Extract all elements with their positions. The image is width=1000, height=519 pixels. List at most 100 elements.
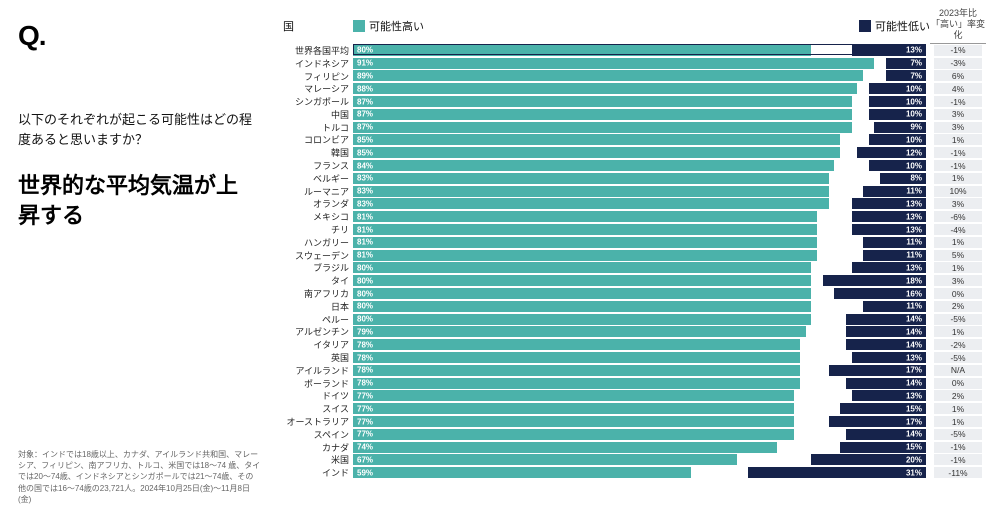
bar-track: 88%10% bbox=[353, 83, 926, 94]
bar-high: 78% bbox=[353, 365, 800, 376]
chart-row: シンガポール87%10%-1% bbox=[281, 95, 986, 108]
bar-track: 81% 13% bbox=[353, 211, 926, 222]
chart-header: 国 可能性高い 可能性低い 2023年比「高い」率変化 bbox=[281, 14, 986, 38]
bar-track: 85%12% bbox=[353, 147, 926, 158]
bar-low: 13% bbox=[852, 211, 926, 222]
legend-high-label: 可能性高い bbox=[369, 18, 424, 34]
bar-low: 7% bbox=[886, 58, 926, 69]
country-label: インドネシア bbox=[281, 57, 353, 70]
bar-high: 83% bbox=[353, 198, 829, 209]
chart-row: ベルギー 83% 8% 1% bbox=[281, 172, 986, 185]
bar-high: 81% bbox=[353, 211, 817, 222]
country-label: トルコ bbox=[281, 121, 353, 134]
bar-high-value: 59% bbox=[357, 468, 373, 477]
bar-high-value: 79% bbox=[357, 327, 373, 336]
country-label: 中国 bbox=[281, 108, 353, 121]
bar-high: 80% bbox=[353, 314, 811, 325]
bar-track: 80%13% bbox=[353, 45, 926, 56]
chart-row: 米国67%20%-1% bbox=[281, 454, 986, 467]
chart-rows: 世界各国平均80%13%-1%インドネシア91%7%-3%フィリピン89%7%6… bbox=[281, 44, 986, 479]
bar-low: 11% bbox=[863, 301, 926, 312]
change-cell: 3% bbox=[930, 109, 986, 120]
bar-high: 77% bbox=[353, 416, 794, 427]
bar-high-value: 67% bbox=[357, 455, 373, 464]
change-cell: -1% bbox=[930, 147, 986, 158]
bar-low-value: 14% bbox=[906, 327, 922, 336]
bar-low: 17% bbox=[829, 416, 926, 427]
country-label: オーストラリア bbox=[281, 415, 353, 428]
bar-low-value: 8% bbox=[910, 174, 922, 183]
bar-high: 91% bbox=[353, 58, 874, 69]
chart-row: オランダ83%13%3% bbox=[281, 198, 986, 211]
change-cell: -1% bbox=[930, 454, 986, 465]
bar-track: 87%9% bbox=[353, 122, 926, 133]
bar-high-value: 77% bbox=[357, 430, 373, 439]
country-label: アルゼンチン bbox=[281, 325, 353, 338]
change-value: 1% bbox=[934, 416, 982, 427]
change-value: -6% bbox=[934, 211, 982, 222]
bar-low: 13% bbox=[852, 224, 926, 235]
bar-high-value: 89% bbox=[357, 71, 373, 80]
country-label: アイルランド bbox=[281, 364, 353, 377]
country-label: オランダ bbox=[281, 197, 353, 210]
chart-row: コロンビア85%10%1% bbox=[281, 134, 986, 147]
bar-high-value: 81% bbox=[357, 212, 373, 221]
bar-high: 74% bbox=[353, 442, 777, 453]
change-cell: 1% bbox=[930, 237, 986, 248]
bar-low-value: 16% bbox=[906, 289, 922, 298]
bar-high-value: 80% bbox=[357, 302, 373, 311]
bar-track: 81%13% bbox=[353, 224, 926, 235]
bar-low: 10% bbox=[869, 83, 926, 94]
chart-row: タイ80%18%3% bbox=[281, 274, 986, 287]
change-cell: 0% bbox=[930, 288, 986, 299]
bar-low: 18% bbox=[823, 275, 926, 286]
chart-row: チリ81%13%-4% bbox=[281, 223, 986, 236]
change-cell: -1% bbox=[930, 160, 986, 171]
change-value: -2% bbox=[934, 339, 982, 350]
bar-high-value: 85% bbox=[357, 135, 373, 144]
change-cell: -5% bbox=[930, 429, 986, 440]
legend-high: 可能性高い bbox=[353, 18, 424, 34]
bar-track: 80% 11% bbox=[353, 301, 926, 312]
bar-low-value: 15% bbox=[906, 404, 922, 413]
bar-low-value: 13% bbox=[906, 353, 922, 362]
country-label: ベルギー bbox=[281, 172, 353, 185]
chart-row: ルーマニア83%11%10% bbox=[281, 185, 986, 198]
bar-track: 80% 18% bbox=[353, 275, 926, 286]
change-value: -1% bbox=[934, 45, 982, 56]
bar-high-value: 83% bbox=[357, 174, 373, 183]
change-value: 1% bbox=[934, 173, 982, 184]
country-label: インド bbox=[281, 466, 353, 479]
chart-row: ブラジル80%13%1% bbox=[281, 262, 986, 275]
country-label: 英国 bbox=[281, 351, 353, 364]
country-label: タイ bbox=[281, 274, 353, 287]
bar-high: 78% bbox=[353, 339, 800, 350]
bar-high-value: 78% bbox=[357, 353, 373, 362]
country-label: メキシコ bbox=[281, 210, 353, 223]
bar-low: 7% bbox=[886, 70, 926, 81]
change-value: -3% bbox=[934, 58, 982, 69]
country-label: イタリア bbox=[281, 338, 353, 351]
country-label: シンガポール bbox=[281, 95, 353, 108]
bar-high-value: 74% bbox=[357, 443, 373, 452]
left-panel: Q. 以下のそれぞれが起こる可能性はどの程度あると思いますか？ 世界的な平均気温… bbox=[0, 0, 275, 519]
bar-high: 87% bbox=[353, 109, 852, 120]
country-label: スペイン bbox=[281, 428, 353, 441]
chart-row: トルコ87%9%3% bbox=[281, 121, 986, 134]
bar-track: 77%13% bbox=[353, 390, 926, 401]
bar-low: 13% bbox=[852, 262, 926, 273]
bar-high: 89% bbox=[353, 70, 863, 81]
question-text: 以下のそれぞれが起こる可能性はどの程度あると思いますか？ bbox=[18, 110, 257, 149]
bar-high-value: 80% bbox=[357, 289, 373, 298]
bar-low-value: 11% bbox=[906, 187, 922, 196]
change-value: 1% bbox=[934, 237, 982, 248]
bar-high: 80% bbox=[353, 275, 811, 286]
change-cell: -1% bbox=[930, 96, 986, 107]
change-cell: 3% bbox=[930, 198, 986, 209]
change-value: 2% bbox=[934, 301, 982, 312]
country-label: カナダ bbox=[281, 441, 353, 454]
change-cell: -11% bbox=[930, 467, 986, 478]
change-cell: -5% bbox=[930, 314, 986, 325]
chart-row: カナダ74%15%-1% bbox=[281, 441, 986, 454]
bar-high-value: 77% bbox=[357, 417, 373, 426]
